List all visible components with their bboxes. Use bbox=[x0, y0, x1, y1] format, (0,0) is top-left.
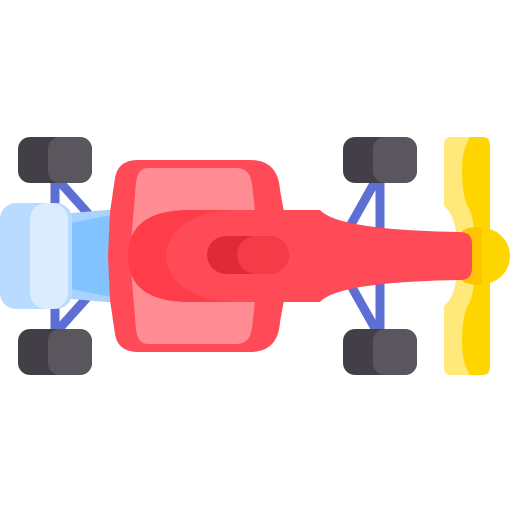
rear-right-tire bbox=[18, 329, 92, 375]
chassis-nose bbox=[128, 210, 472, 302]
front-right-tire bbox=[343, 329, 417, 375]
cockpit bbox=[207, 236, 289, 274]
front-left-tire bbox=[343, 137, 417, 183]
rear-left-tire bbox=[18, 137, 92, 183]
